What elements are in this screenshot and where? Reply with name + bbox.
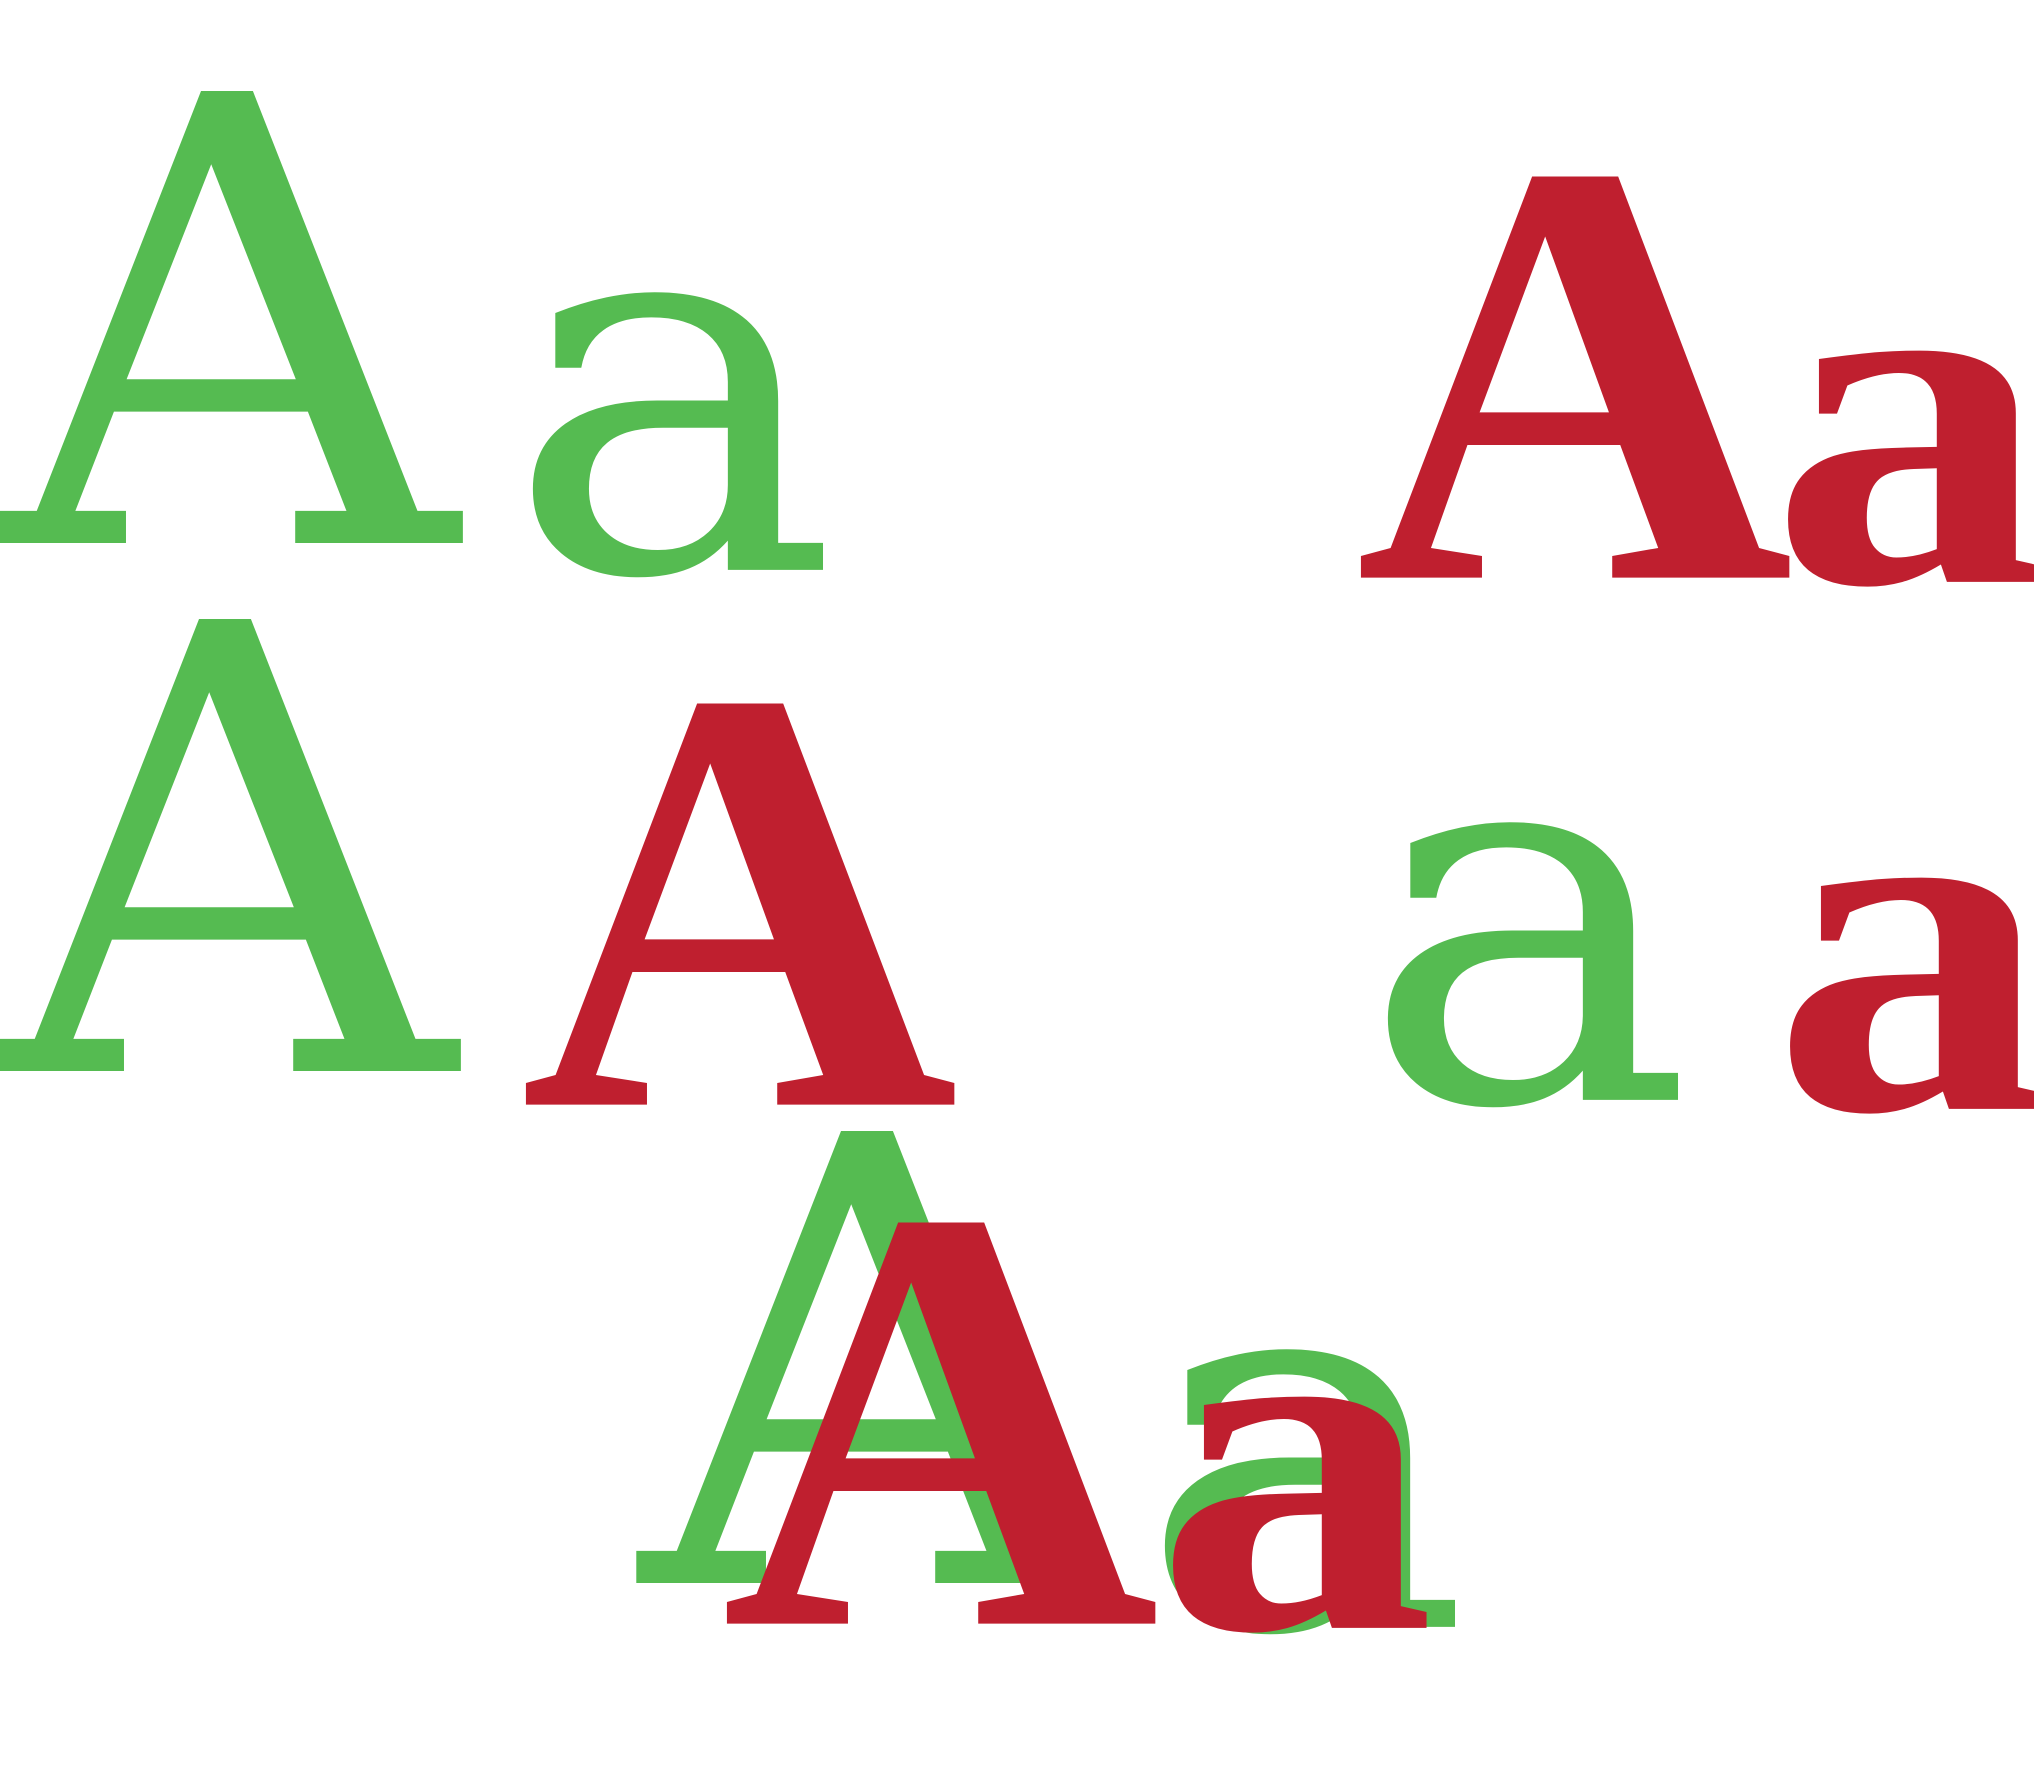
overlay-green-lowercase-a: a xyxy=(1137,1144,1471,1751)
row2-red-lowercase-a: a xyxy=(1772,670,2034,1217)
row2-red-uppercase-a: A xyxy=(520,564,959,1237)
row1-red-uppercase-a: A xyxy=(1355,37,1794,710)
row1-green-uppercase-a: A xyxy=(0,0,457,690)
row2-green-uppercase-a: A xyxy=(0,497,455,1218)
overlay-red-lowercase-a: a xyxy=(1155,1189,1435,1736)
row1-green-lowercase-a: a xyxy=(505,87,839,694)
overlay-green-uppercase-a: A xyxy=(640,1009,1097,1730)
overlay-red-uppercase-a: A xyxy=(721,1083,1160,1756)
row2-green-lowercase-a: a xyxy=(1360,617,1694,1224)
row1-red-lowercase-a: a xyxy=(1770,143,2034,690)
